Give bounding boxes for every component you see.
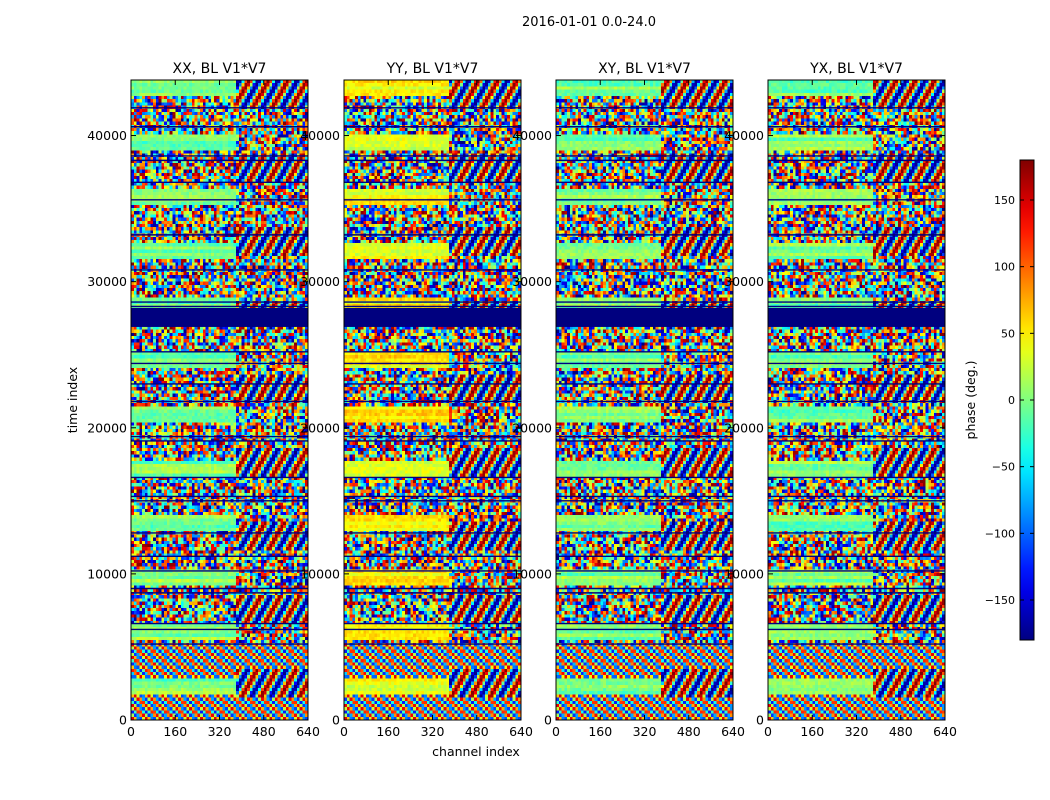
y-tick-label: 20000	[724, 420, 764, 435]
x-tick-label: 160	[588, 724, 612, 739]
flagged-band	[556, 307, 733, 327]
y-tick-label: 20000	[300, 420, 340, 435]
panel-4: YX, BL V1*V7 0 160 320 480 640 0 10000 20000 3000…	[724, 61, 957, 739]
x-tick-label: 640	[509, 724, 533, 739]
x-tick-label: 480	[677, 724, 701, 739]
x-axis-label: channel index	[432, 744, 520, 759]
y-tick-label: 30000	[300, 274, 340, 289]
figure-suptitle: 2016-01-01 0.0-24.0	[522, 15, 656, 30]
flagged-band	[344, 307, 521, 327]
y-tick-label: 40000	[512, 128, 552, 143]
panel-title: YY, BL V1*V7	[386, 61, 479, 77]
y-tick-label: 30000	[512, 274, 552, 289]
x-tick-label: 0	[764, 724, 772, 739]
heatmap-image	[344, 80, 521, 720]
y-axis-label: time index	[65, 367, 80, 433]
colorbar-tick-label: 0	[1008, 394, 1015, 407]
y-tick-label: 30000	[724, 274, 764, 289]
panel-1: XX, BL V1*V7 0 160 320 480 640 0 10000 20000 3000…	[87, 61, 320, 739]
x-tick-label: 480	[252, 724, 276, 739]
x-tick-label: 160	[163, 724, 187, 739]
y-tick-label: 10000	[300, 566, 340, 581]
flagged-band	[768, 307, 945, 327]
y-tick-label: 40000	[300, 128, 340, 143]
panel-2: YY, BL V1*V7 0 160 320 480 640 0 10000 20000 3000…	[300, 61, 533, 739]
y-tick-label: 0	[544, 713, 552, 728]
colorbar-tick-label: −100	[985, 527, 1015, 540]
heatmap-image	[556, 80, 733, 720]
panels: XX, BL V1*V7 0 160 320 480 640 0 10000 20000 3000…	[87, 61, 957, 739]
x-tick-label: 0	[552, 724, 560, 739]
panel-3: XY, BL V1*V7 0 160 320 480 640 0 10000 20000 3000…	[512, 61, 745, 739]
y-tick-label: 0	[119, 713, 127, 728]
y-tick-label: 10000	[724, 566, 764, 581]
heatmap-image	[131, 80, 308, 720]
y-tick-label: 40000	[87, 128, 127, 143]
panel-title: XX, BL V1*V7	[173, 61, 267, 77]
y-tick-label: 10000	[87, 566, 127, 581]
colorbar-label: phase (deg.)	[963, 361, 978, 440]
x-tick-label: 160	[800, 724, 824, 739]
y-tick-label: 20000	[87, 420, 127, 435]
x-tick-label: 320	[208, 724, 232, 739]
colorbar-tick-label: 50	[1001, 327, 1015, 340]
x-tick-label: 640	[933, 724, 957, 739]
x-tick-label: 480	[465, 724, 489, 739]
x-tick-label: 640	[721, 724, 745, 739]
y-tick-label: 10000	[512, 566, 552, 581]
colorbar-tick-label: 100	[994, 261, 1015, 274]
y-tick-label: 40000	[724, 128, 764, 143]
colorbar: −150 −100 −50 0 50 100 150	[985, 159, 1035, 641]
panel-title: YX, BL V1*V7	[809, 61, 903, 77]
colorbar-tick-label: 150	[994, 194, 1015, 207]
y-tick-label: 0	[332, 713, 340, 728]
flagged-band	[131, 307, 308, 327]
x-tick-label: 640	[296, 724, 320, 739]
y-tick-label: 20000	[512, 420, 552, 435]
x-tick-label: 320	[421, 724, 445, 739]
x-tick-label: 480	[889, 724, 913, 739]
colorbar-tick-label: −150	[985, 594, 1015, 607]
x-tick-label: 0	[127, 724, 135, 739]
colorbar-tick-label: −50	[992, 461, 1015, 474]
x-tick-label: 0	[340, 724, 348, 739]
heatmap-image	[768, 80, 945, 720]
x-tick-label: 320	[633, 724, 657, 739]
x-tick-label: 160	[376, 724, 400, 739]
y-tick-label: 0	[756, 713, 764, 728]
y-tick-label: 30000	[87, 274, 127, 289]
x-tick-label: 320	[845, 724, 869, 739]
panel-title: XY, BL V1*V7	[598, 61, 691, 77]
